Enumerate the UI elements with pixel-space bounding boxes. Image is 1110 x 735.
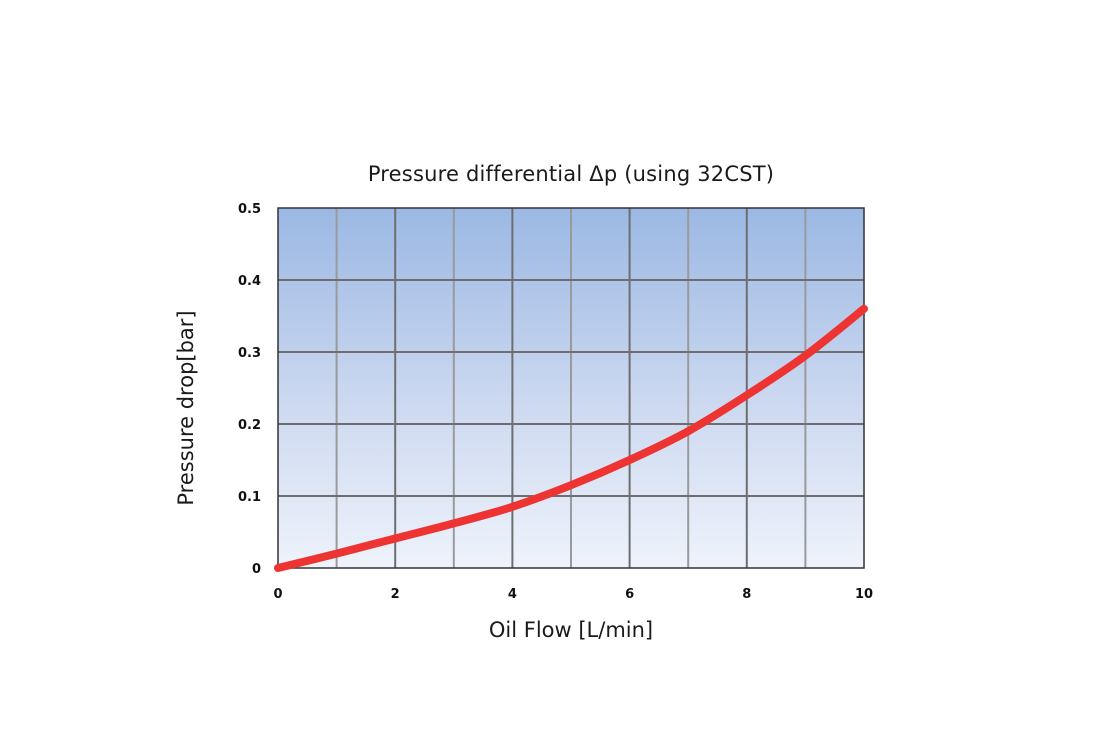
x-tick-label: 10 xyxy=(855,587,873,602)
series-line xyxy=(274,304,868,572)
x-tick-label: 4 xyxy=(508,587,517,602)
y-tick-label: 0.4 xyxy=(238,274,261,289)
plot-border xyxy=(277,207,865,569)
grid-lines xyxy=(278,208,864,568)
y-tick-label: 0.3 xyxy=(238,346,261,361)
y-tick-label: 0.5 xyxy=(238,202,261,217)
x-tick-label: 8 xyxy=(742,587,751,602)
tick-labels: 0 2 4 6 8 10 0 0.1 0.2 0.3 0.4 0.5 xyxy=(238,202,873,602)
x-tick-label: 0 xyxy=(273,587,282,602)
series-layer xyxy=(274,304,868,572)
x-axis-label: Oil Flow [L/min] xyxy=(488,618,654,642)
x-tick-label: 6 xyxy=(625,587,634,602)
y-tick-label: 0.2 xyxy=(238,418,261,433)
y-tick-label: 0 xyxy=(252,562,261,577)
y-tick-label: 0.1 xyxy=(238,490,261,505)
chart-title: Pressure differential Δp (using 32CST) xyxy=(367,162,775,186)
y-axis-label: Pressure drop[bar] xyxy=(174,310,198,506)
x-tick-label: 2 xyxy=(391,587,400,602)
